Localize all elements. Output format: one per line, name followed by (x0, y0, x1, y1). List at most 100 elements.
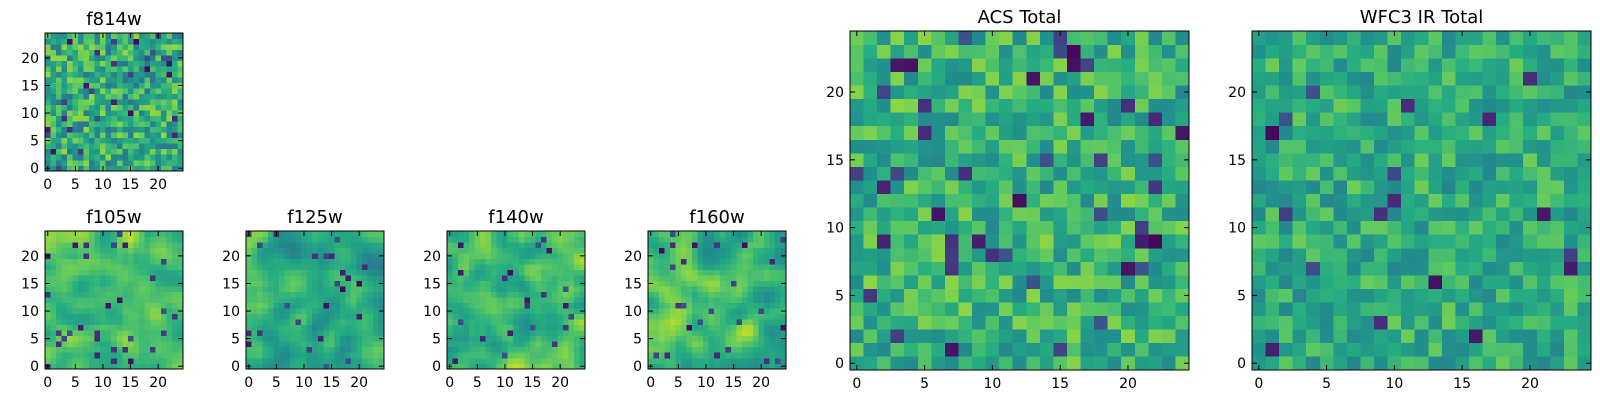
heatmap-cell (725, 297, 732, 304)
heatmap-cell (138, 60, 145, 67)
heatmap-cell (56, 55, 62, 61)
heatmap-cell (45, 264, 51, 270)
heatmap-cell (290, 269, 296, 276)
heatmap-cell (72, 275, 79, 281)
heatmap-cell (447, 258, 453, 265)
heatmap-cell (323, 286, 330, 293)
heatmap-cell (1374, 315, 1388, 330)
heatmap-cell (1509, 261, 1524, 276)
heatmap-cell (890, 58, 905, 72)
heatmap-cell (268, 275, 274, 281)
heatmap-cell (469, 269, 475, 276)
heatmap-cell (56, 132, 62, 139)
heatmap-cell (1360, 302, 1375, 317)
heatmap-cell (56, 99, 62, 106)
heatmap-cell (149, 269, 156, 276)
heatmap-cell (780, 352, 787, 359)
heatmap-cell (568, 286, 575, 293)
heatmap-cell (83, 286, 90, 293)
heatmap-cell (361, 319, 368, 326)
heatmap-cell (78, 154, 84, 161)
heatmap-cell (50, 335, 57, 342)
heatmap-cell (944, 71, 959, 86)
heatmap-cell (100, 319, 107, 326)
heatmap-cell (334, 335, 341, 342)
heatmap-cell (251, 313, 258, 320)
heatmap-cell (177, 341, 184, 348)
heatmap-cell (1428, 315, 1443, 330)
heatmap-cell (931, 112, 946, 127)
heatmap-cell (1306, 31, 1321, 45)
heatmap-cell (863, 44, 878, 59)
heatmap-cell (648, 247, 654, 254)
heatmap-cell (301, 346, 308, 353)
heatmap-cell (999, 261, 1014, 276)
heatmap-cell (763, 341, 770, 348)
heatmap-cell (1401, 234, 1416, 249)
heatmap-cell (328, 319, 335, 326)
heatmap-cell (524, 231, 531, 237)
heatmap-cell (518, 363, 525, 370)
heatmap-cell (524, 330, 531, 337)
heatmap-cell (1012, 193, 1027, 208)
heatmap-cell (447, 346, 453, 353)
heatmap-cell (659, 264, 665, 270)
heatmap-cell (378, 319, 385, 326)
heatmap-cell (356, 330, 363, 337)
heatmap-cell (730, 302, 737, 309)
heatmap-cell (1039, 44, 1054, 59)
heatmap-cell (1053, 31, 1068, 45)
heatmap-cell (1387, 220, 1402, 235)
heatmap-cell (127, 110, 134, 117)
heatmap-cell (268, 330, 274, 337)
heatmap-cell (931, 275, 946, 289)
heatmap-cell (573, 258, 580, 265)
heatmap-cell (56, 319, 62, 326)
heatmap-cell (850, 166, 864, 181)
heatmap-cell (45, 44, 51, 50)
heatmap-cell (736, 324, 743, 331)
heatmap-cell (1536, 125, 1551, 140)
heatmap-cell (160, 302, 167, 309)
heatmap-cell (1319, 247, 1334, 262)
heatmap-cell (138, 247, 145, 254)
heatmap-cell (78, 49, 84, 56)
heatmap-cell (105, 165, 112, 172)
heatmap-cell (279, 236, 285, 243)
y-tick-label: 5 (30, 134, 39, 150)
heatmap-cell (78, 66, 84, 72)
heatmap-cell (681, 357, 687, 364)
heatmap-cell (166, 330, 173, 337)
heatmap-cell (480, 275, 486, 281)
heatmap-cell (562, 352, 569, 359)
heatmap-cell (568, 341, 575, 348)
heatmap-cell (877, 98, 891, 113)
heatmap-cell (83, 66, 90, 72)
heatmap-cell (1374, 58, 1388, 72)
heatmap-cell (1360, 275, 1375, 289)
heatmap-cell (972, 139, 986, 154)
heatmap-cell (323, 280, 330, 287)
heatmap-cell (284, 253, 291, 259)
heatmap-cell (551, 247, 558, 254)
heatmap-cell (339, 308, 346, 315)
heatmap-cell (67, 33, 73, 39)
heatmap-cell (122, 126, 129, 133)
heatmap-cell (133, 38, 140, 45)
heatmap-cell (116, 335, 123, 342)
heatmap-cell (290, 286, 296, 293)
heatmap-cell (972, 98, 986, 113)
heatmap-cell (447, 291, 453, 298)
heatmap-cell (116, 302, 123, 309)
heatmap-cell (284, 357, 291, 364)
heatmap-cell (334, 297, 341, 304)
heatmap-cell (301, 286, 308, 293)
heatmap-cell (1414, 125, 1429, 140)
heatmap-cell (1509, 220, 1524, 235)
heatmap-cell (295, 302, 302, 309)
heatmap-cell (83, 137, 90, 144)
heatmap-cell (1414, 98, 1429, 113)
heatmap-cell (111, 104, 118, 111)
heatmap-cell (714, 236, 721, 243)
heatmap-cell (273, 286, 280, 293)
